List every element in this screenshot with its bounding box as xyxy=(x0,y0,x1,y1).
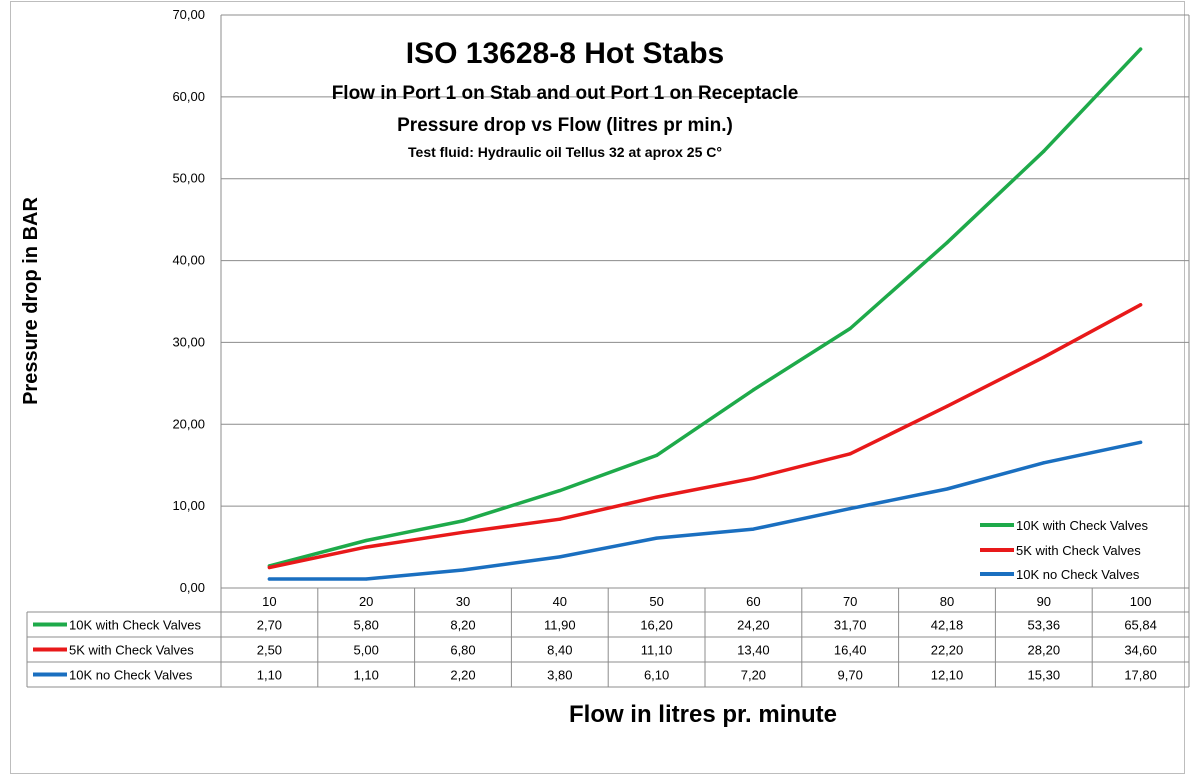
y-axis-title: Pressure drop in BAR xyxy=(20,197,42,405)
x-tick-label: 90 xyxy=(1037,594,1051,609)
legend-label: 10K with Check Valves xyxy=(1016,518,1148,533)
legend: 10K with Check Valves 5K with Check Valve… xyxy=(980,518,1148,582)
data-label: 3,80 xyxy=(547,668,572,683)
data-point xyxy=(364,545,368,549)
data-label: 2,50 xyxy=(257,643,282,658)
data-label: 2,20 xyxy=(450,668,475,683)
data-label: 22,20 xyxy=(931,643,964,658)
table-series-name: 10K with Check Valves xyxy=(69,618,201,633)
data-point xyxy=(461,568,465,572)
data-point xyxy=(848,326,852,331)
data-point xyxy=(461,519,465,523)
data-point xyxy=(751,388,756,392)
data-point xyxy=(1139,47,1143,51)
data-point xyxy=(1042,355,1046,359)
data-label: 42,18 xyxy=(931,618,964,633)
data-label: 1,10 xyxy=(257,668,282,683)
y-tick-label: 60,00 xyxy=(172,89,205,104)
data-label: 15,30 xyxy=(1028,668,1061,683)
data-label: 6,80 xyxy=(450,643,475,658)
data-label: 5,00 xyxy=(354,643,379,658)
series-line xyxy=(267,440,1143,581)
data-point xyxy=(848,452,852,456)
data-point xyxy=(558,488,562,493)
data-point xyxy=(655,495,659,499)
y-tick-label: 30,00 xyxy=(172,334,205,349)
data-label: 12,10 xyxy=(931,668,964,683)
chart-frame xyxy=(10,1,1185,774)
data-label: 1,10 xyxy=(354,668,379,683)
data-point xyxy=(945,241,949,245)
data-point xyxy=(655,536,659,540)
data-label: 53,36 xyxy=(1028,618,1061,633)
data-label: 2,70 xyxy=(257,618,282,633)
data-point xyxy=(751,476,756,480)
x-tick-label: 10 xyxy=(262,594,276,609)
y-tick-label: 50,00 xyxy=(172,171,205,186)
data-label: 6,10 xyxy=(644,668,669,683)
data-point xyxy=(461,530,465,534)
series-line xyxy=(267,47,1143,568)
x-tick-label: 70 xyxy=(843,594,857,609)
data-point xyxy=(364,577,368,581)
data-point xyxy=(751,527,756,531)
data-point xyxy=(1042,149,1046,153)
series-lines xyxy=(267,47,1143,581)
data-point xyxy=(1139,440,1143,444)
x-tick-label: 40 xyxy=(553,594,567,609)
y-tick-labels: 0,00 10,00 20,00 30,00 40,00 50,00 60,00 70,00 xyxy=(172,7,205,595)
data-point xyxy=(655,453,659,457)
data-label: 9,70 xyxy=(838,668,863,683)
data-label: 11,90 xyxy=(544,618,576,633)
x-tick-label: 100 xyxy=(1130,594,1152,609)
table-series-name: 5K with Check Valves xyxy=(69,643,194,658)
data-label: 8,20 xyxy=(450,618,475,633)
data-point xyxy=(1139,303,1143,307)
data-label: 17,80 xyxy=(1124,668,1157,683)
data-label: 34,60 xyxy=(1124,643,1157,658)
data-table: 10 20 30 40 50 60 70 80 90 100 10K with Check Valv… xyxy=(26,587,1190,688)
data-label: 7,20 xyxy=(741,668,766,683)
chart-title: ISO 13628-8 Hot Stabs xyxy=(406,37,724,70)
data-point xyxy=(267,577,271,581)
data-label: 28,20 xyxy=(1028,643,1061,658)
data-point xyxy=(267,565,271,570)
data-label: 16,40 xyxy=(834,643,867,658)
legend-label: 10K no Check Valves xyxy=(1016,567,1140,582)
data-point xyxy=(558,555,562,559)
x-tick-label: 80 xyxy=(940,594,954,609)
data-point xyxy=(364,538,368,543)
x-tick-label: 60 xyxy=(746,594,760,609)
data-label: 5,80 xyxy=(354,618,379,633)
data-label: 8,40 xyxy=(547,643,572,658)
x-axis-title: Flow in litres pr. minute xyxy=(569,701,837,728)
data-label: 31,70 xyxy=(834,618,867,633)
legend-label: 5K with Check Valves xyxy=(1016,543,1141,558)
table-series-name: 10K no Check Valves xyxy=(69,668,193,683)
y-tick-label: 40,00 xyxy=(172,253,205,268)
data-label: 24,20 xyxy=(737,618,770,633)
data-point xyxy=(848,506,852,511)
series-line xyxy=(267,303,1143,570)
y-tick-label: 10,00 xyxy=(172,498,205,513)
data-point xyxy=(945,487,949,491)
x-tick-label: 20 xyxy=(359,594,373,609)
data-label: 65,84 xyxy=(1124,618,1157,633)
x-tick-label: 30 xyxy=(456,594,470,609)
chart-subtitle-3: Test fluid: Hydraulic oil Tellus 32 at a… xyxy=(408,144,722,160)
data-label: 13,40 xyxy=(737,643,770,658)
y-tick-label: 70,00 xyxy=(172,7,205,22)
data-label: 11,10 xyxy=(641,643,673,658)
y-tick-label: 0,00 xyxy=(180,580,205,595)
chart-subtitle-1: Flow in Port 1 on Stab and out Port 1 on… xyxy=(332,83,799,104)
data-point xyxy=(1042,461,1046,465)
chart-subtitle-2: Pressure drop vs Flow (litres pr min.) xyxy=(397,115,733,136)
x-tick-label: 50 xyxy=(649,594,663,609)
y-tick-label: 20,00 xyxy=(172,416,205,431)
data-label: 16,20 xyxy=(640,618,673,633)
data-point xyxy=(558,517,562,521)
data-point xyxy=(945,404,949,408)
